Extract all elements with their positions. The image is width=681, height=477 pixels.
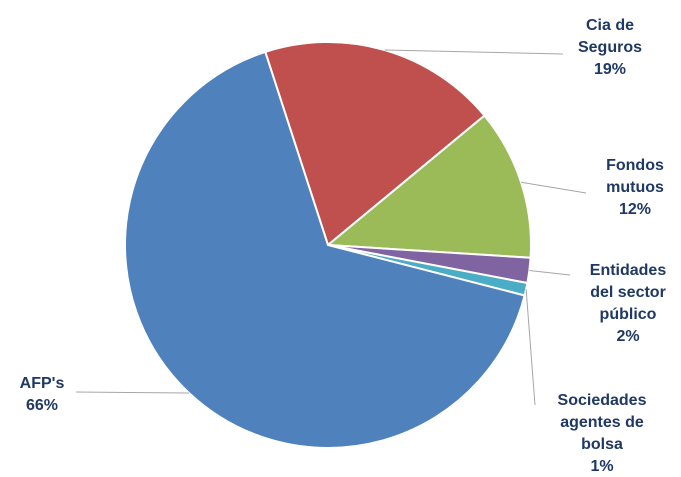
pie-slice-4 bbox=[124, 50, 526, 449]
slice-name-line: Entidades bbox=[590, 262, 667, 279]
slice-name-line: Sociedades bbox=[558, 392, 647, 409]
leader-line-2 bbox=[529, 269, 571, 276]
leader-lines bbox=[75, 49, 587, 406]
slice-name-line: público bbox=[600, 306, 657, 323]
slice-label-2: Entidades del sector público 2% bbox=[590, 262, 667, 345]
slice-labels: Cia de Seguros 19% Fondos mutuos 12% Entidades… bbox=[20, 17, 667, 475]
leader-line-1 bbox=[520, 181, 587, 194]
leader-line-3 bbox=[525, 289, 536, 406]
slice-label-3: Sociedades agentes de bolsa 1% bbox=[558, 392, 647, 475]
slice-label-0: Cia de Seguros 19% bbox=[578, 17, 642, 78]
slice-name-line: agentes de bbox=[560, 414, 644, 431]
slice-label-4: AFP's 66% bbox=[20, 375, 65, 414]
pie-slices bbox=[124, 41, 532, 449]
slice-label-1: Fondos mutuos 12% bbox=[606, 157, 664, 218]
slice-value-label: 19% bbox=[594, 61, 626, 78]
slice-value-label: 66% bbox=[26, 397, 58, 414]
slice-name-line: bolsa bbox=[581, 436, 623, 453]
slice-name-line: mutuos bbox=[606, 179, 664, 196]
slice-name-line: AFP's bbox=[20, 375, 65, 392]
slice-name-line: Cia de bbox=[586, 17, 634, 34]
leader-line-4 bbox=[75, 391, 190, 394]
slice-name-line: Seguros bbox=[578, 39, 642, 56]
slice-value-label: 2% bbox=[616, 328, 639, 345]
slice-value-label: 1% bbox=[590, 458, 613, 475]
slice-name-line: del sector bbox=[590, 284, 666, 301]
pie-slice-0 bbox=[264, 41, 486, 247]
leader-line-0 bbox=[384, 49, 564, 55]
pie-slice-1 bbox=[325, 114, 532, 259]
slice-name-line: Fondos bbox=[606, 157, 664, 174]
slice-value-label: 12% bbox=[619, 201, 651, 218]
